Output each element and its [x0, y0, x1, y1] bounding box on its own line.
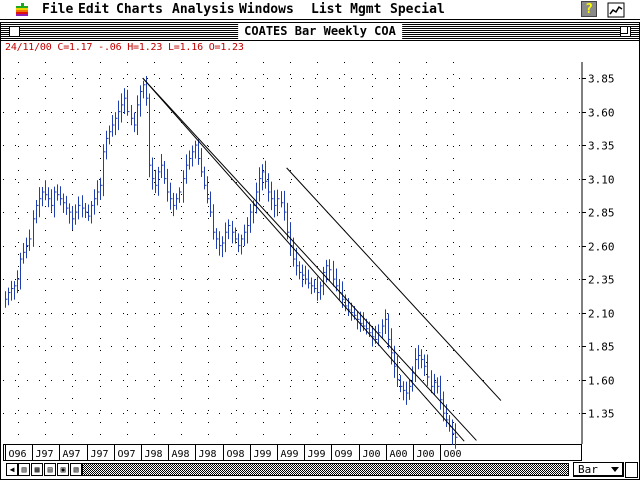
- chart-type-value: Bar: [578, 463, 598, 476]
- x-tick-label: A97: [63, 449, 81, 460]
- resize-handle-icon[interactable]: [625, 462, 638, 478]
- x-axis-box: [3, 444, 582, 461]
- x-tick-label: J00: [417, 449, 435, 460]
- x-tick-label: O98: [227, 449, 245, 460]
- menu-list-mgmt[interactable]: List Mgmt: [311, 2, 382, 17]
- x-tick-label: J00: [363, 449, 381, 460]
- trend-line-upper: [142, 77, 477, 441]
- y-tick-label: 2.35: [588, 274, 615, 287]
- y-tick-label: 1.60: [588, 375, 615, 388]
- menu-file[interactable]: File: [42, 2, 74, 17]
- y-tick-label: 3.35: [588, 140, 615, 153]
- x-tick-label: J98: [199, 449, 217, 460]
- menu-special[interactable]: Special: [390, 2, 445, 17]
- menu-analysis[interactable]: Analysis: [172, 2, 235, 17]
- chevron-down-icon: [611, 467, 619, 472]
- zoom-out-icon[interactable]: ▥: [18, 463, 30, 476]
- x-tick-label: J98: [145, 449, 163, 460]
- y-tick-label: 2.60: [588, 241, 615, 254]
- split-view-icon[interactable]: ▤: [44, 463, 56, 476]
- close-box-icon[interactable]: [9, 26, 20, 37]
- horizontal-scrollbar[interactable]: [82, 463, 569, 476]
- y-tick-label: 3.10: [588, 174, 615, 187]
- menu-windows[interactable]: Windows: [239, 2, 294, 17]
- menu-edit[interactable]: Edit: [78, 2, 110, 17]
- trend-line-channel: [286, 167, 502, 401]
- page-view-icon[interactable]: ▣: [57, 463, 69, 476]
- window-title-bar[interactable]: COATES Bar Weekly COA: [1, 23, 639, 41]
- help-icon[interactable]: ?: [581, 1, 597, 17]
- zoom-box-icon[interactable]: [620, 26, 631, 37]
- x-tick-label: J99: [254, 449, 272, 460]
- y-tick-label: 1.85: [588, 341, 615, 354]
- trend-line-lower: [142, 77, 465, 442]
- x-tick-label: A00: [390, 449, 408, 460]
- x-tick-label: O00: [444, 449, 462, 460]
- menu-charts[interactable]: Charts: [116, 2, 163, 17]
- x-tick-label: J99: [308, 449, 326, 460]
- apple-menu-icon[interactable]: [14, 2, 30, 18]
- x-tick-label: O96: [9, 449, 27, 460]
- x-tick-label: A98: [172, 449, 190, 460]
- quote-readout: 24/11/00 C=1.17 -.06 H=1.23 L=1.16 O=1.2…: [5, 42, 244, 53]
- application-icon[interactable]: [606, 1, 626, 19]
- x-tick-label: J97: [36, 449, 54, 460]
- x-tick-label: J97: [91, 449, 109, 460]
- y-tick-label: 2.85: [588, 207, 615, 220]
- zoom-in-icon[interactable]: ▦: [31, 463, 43, 476]
- window-title: COATES Bar Weekly COA: [238, 24, 402, 39]
- price-bars: [5, 76, 458, 449]
- y-tick-label: 3.60: [588, 107, 615, 120]
- y-tick-label: 3.85: [588, 73, 615, 86]
- table-view-icon[interactable]: ▧: [70, 463, 82, 476]
- x-tick-label: A99: [281, 449, 299, 460]
- chart-type-dropdown[interactable]: Bar: [573, 462, 624, 477]
- y-tick-label: 2.10: [588, 308, 615, 321]
- scroll-left-icon[interactable]: ◀: [6, 463, 18, 476]
- menu-bar: File Edit Charts Analysis Windows List M…: [0, 0, 640, 20]
- chart-window: COATES Bar Weekly COA: [0, 22, 640, 480]
- x-tick-label: O97: [118, 449, 136, 460]
- x-tick-label: O99: [335, 449, 353, 460]
- y-tick-label: 1.35: [588, 408, 615, 421]
